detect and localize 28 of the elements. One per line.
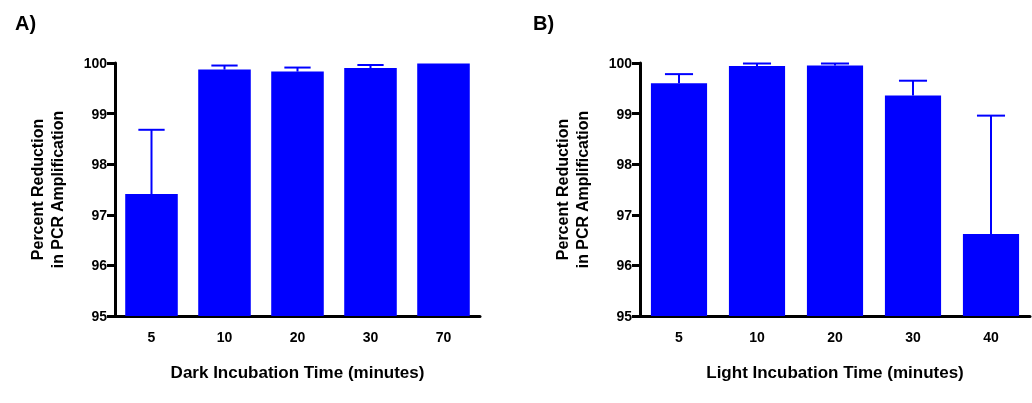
x-tick-label: 20 xyxy=(827,329,843,345)
y-tick-label: 95 xyxy=(616,308,633,324)
x-tick-label: 5 xyxy=(675,329,684,345)
chart-title: A) xyxy=(15,12,37,34)
y-tick-label: 99 xyxy=(91,105,108,122)
x-axis-title: Light Incubation Time (minutes) xyxy=(706,363,964,382)
y-tick-label: 98 xyxy=(91,156,108,173)
x-tick-label: 30 xyxy=(905,329,921,345)
y-tick-label: 100 xyxy=(608,55,633,71)
y-tick-label: 95 xyxy=(91,308,108,324)
x-tick-label: 40 xyxy=(983,329,999,345)
y-tick-label: 97 xyxy=(616,206,633,223)
y-tick-label: 97 xyxy=(91,206,108,223)
x-tick-label: 10 xyxy=(216,329,233,345)
y-tick-label: 99 xyxy=(616,105,633,122)
x-tick-label: 10 xyxy=(749,329,765,345)
y-tick-label: 98 xyxy=(616,156,633,173)
y-tick-label: 100 xyxy=(83,55,108,71)
x-tick-label: 20 xyxy=(289,329,306,345)
y-tick-label: 96 xyxy=(91,257,108,274)
x-tick-label: 5 xyxy=(147,329,156,345)
chart-title: B) xyxy=(533,12,555,34)
y-axis-title: Percent Reduction in PCR Amplification xyxy=(28,110,66,269)
y-tick-label: 96 xyxy=(616,257,633,274)
y-axis-title: Percent Reduction in PCR Amplification xyxy=(553,110,591,269)
x-tick-label: 70 xyxy=(435,329,452,345)
x-tick-label: 30 xyxy=(362,329,379,345)
x-axis-title: Dark Incubation Time (minutes) xyxy=(170,363,425,382)
